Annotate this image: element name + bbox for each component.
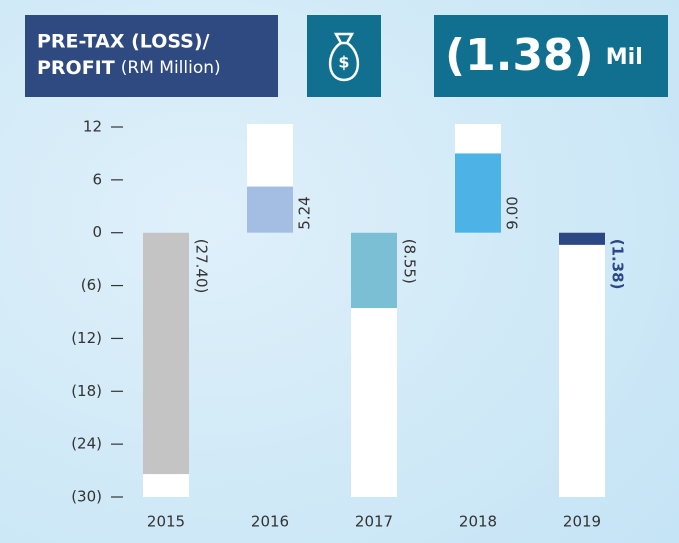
bar (559, 232, 605, 245)
value-box (434, 15, 668, 97)
header-value-text: (1.38) (445, 30, 594, 81)
money-bag-icon (328, 32, 360, 82)
icon-box (307, 15, 381, 97)
y-tick-label: 0 (92, 223, 102, 241)
bar (247, 186, 293, 233)
header-value: (1.38) Mil (445, 30, 643, 81)
x-tick-label: 2015 (147, 513, 185, 531)
x-tick-label: 2016 (251, 513, 289, 531)
y-tick-label: (24) (71, 435, 102, 453)
bar (143, 232, 189, 475)
title-line1: PRE-TAX (LOSS)/ (37, 31, 210, 53)
data-label: 9.00 (504, 196, 522, 229)
header-unit: Mil (606, 45, 643, 70)
x-tick-label: 2017 (355, 513, 393, 531)
x-tick-label: 2018 (459, 513, 497, 531)
title-box (25, 15, 278, 97)
title-rest: (RM Million) (121, 58, 221, 78)
bar-track (559, 232, 605, 497)
data-label: 5.24 (296, 196, 314, 229)
dollar-sign: $ (338, 53, 349, 72)
y-tick-label: (6) (81, 276, 102, 294)
y-tick-label: (30) (71, 488, 102, 506)
data-label: (1.38) (609, 239, 627, 290)
data-label: (8.55) (401, 239, 419, 284)
data-label: (27.40) (193, 239, 211, 294)
title-bold: PROFIT (37, 57, 115, 79)
bar (455, 153, 501, 233)
bar (351, 232, 397, 309)
y-tick-label: (18) (71, 382, 102, 400)
y-tick-label: 12 (83, 118, 102, 136)
x-tick-label: 2019 (563, 513, 601, 531)
y-tick-label: 6 (92, 170, 102, 188)
y-tick-label: (12) (71, 329, 102, 347)
title-line2: PROFIT (RM Million) (37, 57, 221, 79)
